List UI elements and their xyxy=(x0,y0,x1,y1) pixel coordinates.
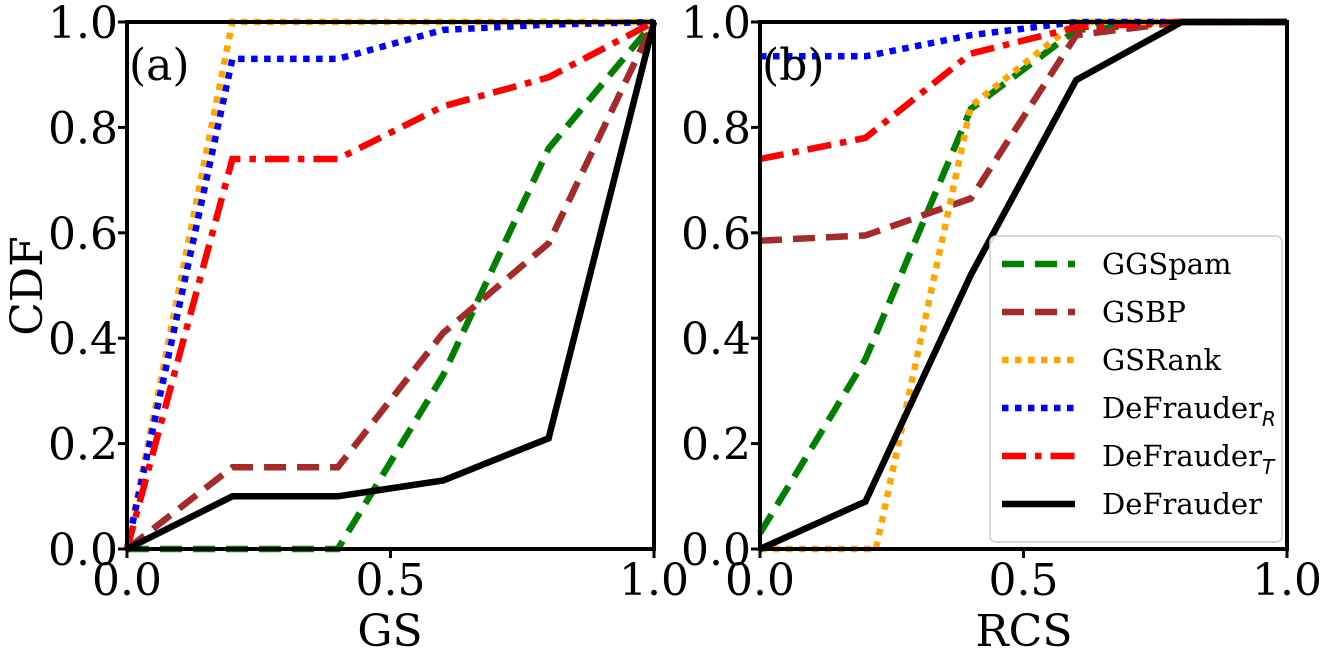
legend-label-defrauder: DeFrauder xyxy=(1102,487,1262,521)
panel-b-ytick-label: 0.0 xyxy=(681,525,751,576)
panel-a-xtick-label: 0.5 xyxy=(356,555,426,606)
panel-a-series-ggspam xyxy=(127,19,657,553)
panel-a-ytick-label: 0.8 xyxy=(48,103,118,154)
legend-label-ggspam: GGSpam xyxy=(1102,247,1232,281)
panel-b-xtick-label: 0.5 xyxy=(989,555,1059,606)
panel-a-ytick-label: 0.2 xyxy=(48,420,118,471)
panel-a-series-defrauderr xyxy=(123,18,655,550)
panel-a-xtick-label: 1.0 xyxy=(619,555,689,606)
panel-b-label: (b) xyxy=(762,40,825,91)
panel-a-label: (a) xyxy=(129,40,190,91)
panel-a-ylabel: CDF xyxy=(2,236,53,335)
panel-b-xtick-label: 1.0 xyxy=(1252,555,1322,606)
legend-label-defraudert: DeFrauderT xyxy=(1102,439,1276,479)
panel-b-xtick-label: 0.0 xyxy=(725,555,795,606)
panel-b: 0.0 0.5 1.0 0.0 0.2 0.4 0.6 0.8 1.0 (b) RCS xyxy=(681,0,1322,657)
panel-b-series-defraudert xyxy=(759,18,1287,163)
panel-b-ytick-label: 0.4 xyxy=(681,314,751,365)
panel-b-ytick-label: 0.6 xyxy=(681,209,751,260)
panel-a: 0.0 0.5 1.0 0.0 0.2 0.4 0.6 0.8 1.0 (a) GS CDF xyxy=(2,0,689,657)
panel-a-series-defrauder xyxy=(125,21,658,552)
panel-a-series xyxy=(123,18,658,553)
panel-b-ticks: 0.0 0.5 1.0 0.0 0.2 0.4 0.6 0.8 1.0 xyxy=(681,0,1322,606)
panel-a-series-gsbp xyxy=(125,20,657,552)
panel-a-ytick-label: 0.6 xyxy=(48,209,118,260)
panel-b-xlabel: RCS xyxy=(976,606,1073,657)
legend-label-defrauderr: DeFrauderR xyxy=(1102,391,1276,431)
panel-a-series-defraudert xyxy=(123,19,656,550)
panel-a-ytick-label: 1.0 xyxy=(48,0,118,49)
panel-a-frame xyxy=(125,20,656,551)
panel-a-ytick-label: 0.0 xyxy=(48,525,118,576)
panel-a-xlabel: GS xyxy=(357,606,422,657)
legend: GGSpam GSBP GSRank DeFrauderR DeFrauderT DeFr… xyxy=(989,235,1283,543)
legend-box xyxy=(989,235,1283,543)
panel-a-xtick-label: 0.0 xyxy=(92,555,162,606)
panel-a-ticks: 0.0 0.5 1.0 0.0 0.2 0.4 0.6 0.8 1.0 xyxy=(48,0,689,606)
panel-b-ytick-label: 1.0 xyxy=(681,0,751,49)
legend-label-gsbp: GSBP xyxy=(1102,295,1186,329)
legend-label-gsrank: GSRank xyxy=(1102,343,1222,377)
panel-a-series-gsrank xyxy=(123,18,654,550)
panel-b-ytick-label: 0.2 xyxy=(681,420,751,471)
panel-b-ytick-label: 0.8 xyxy=(681,103,751,154)
panel-a-ytick-label: 0.4 xyxy=(48,314,118,365)
